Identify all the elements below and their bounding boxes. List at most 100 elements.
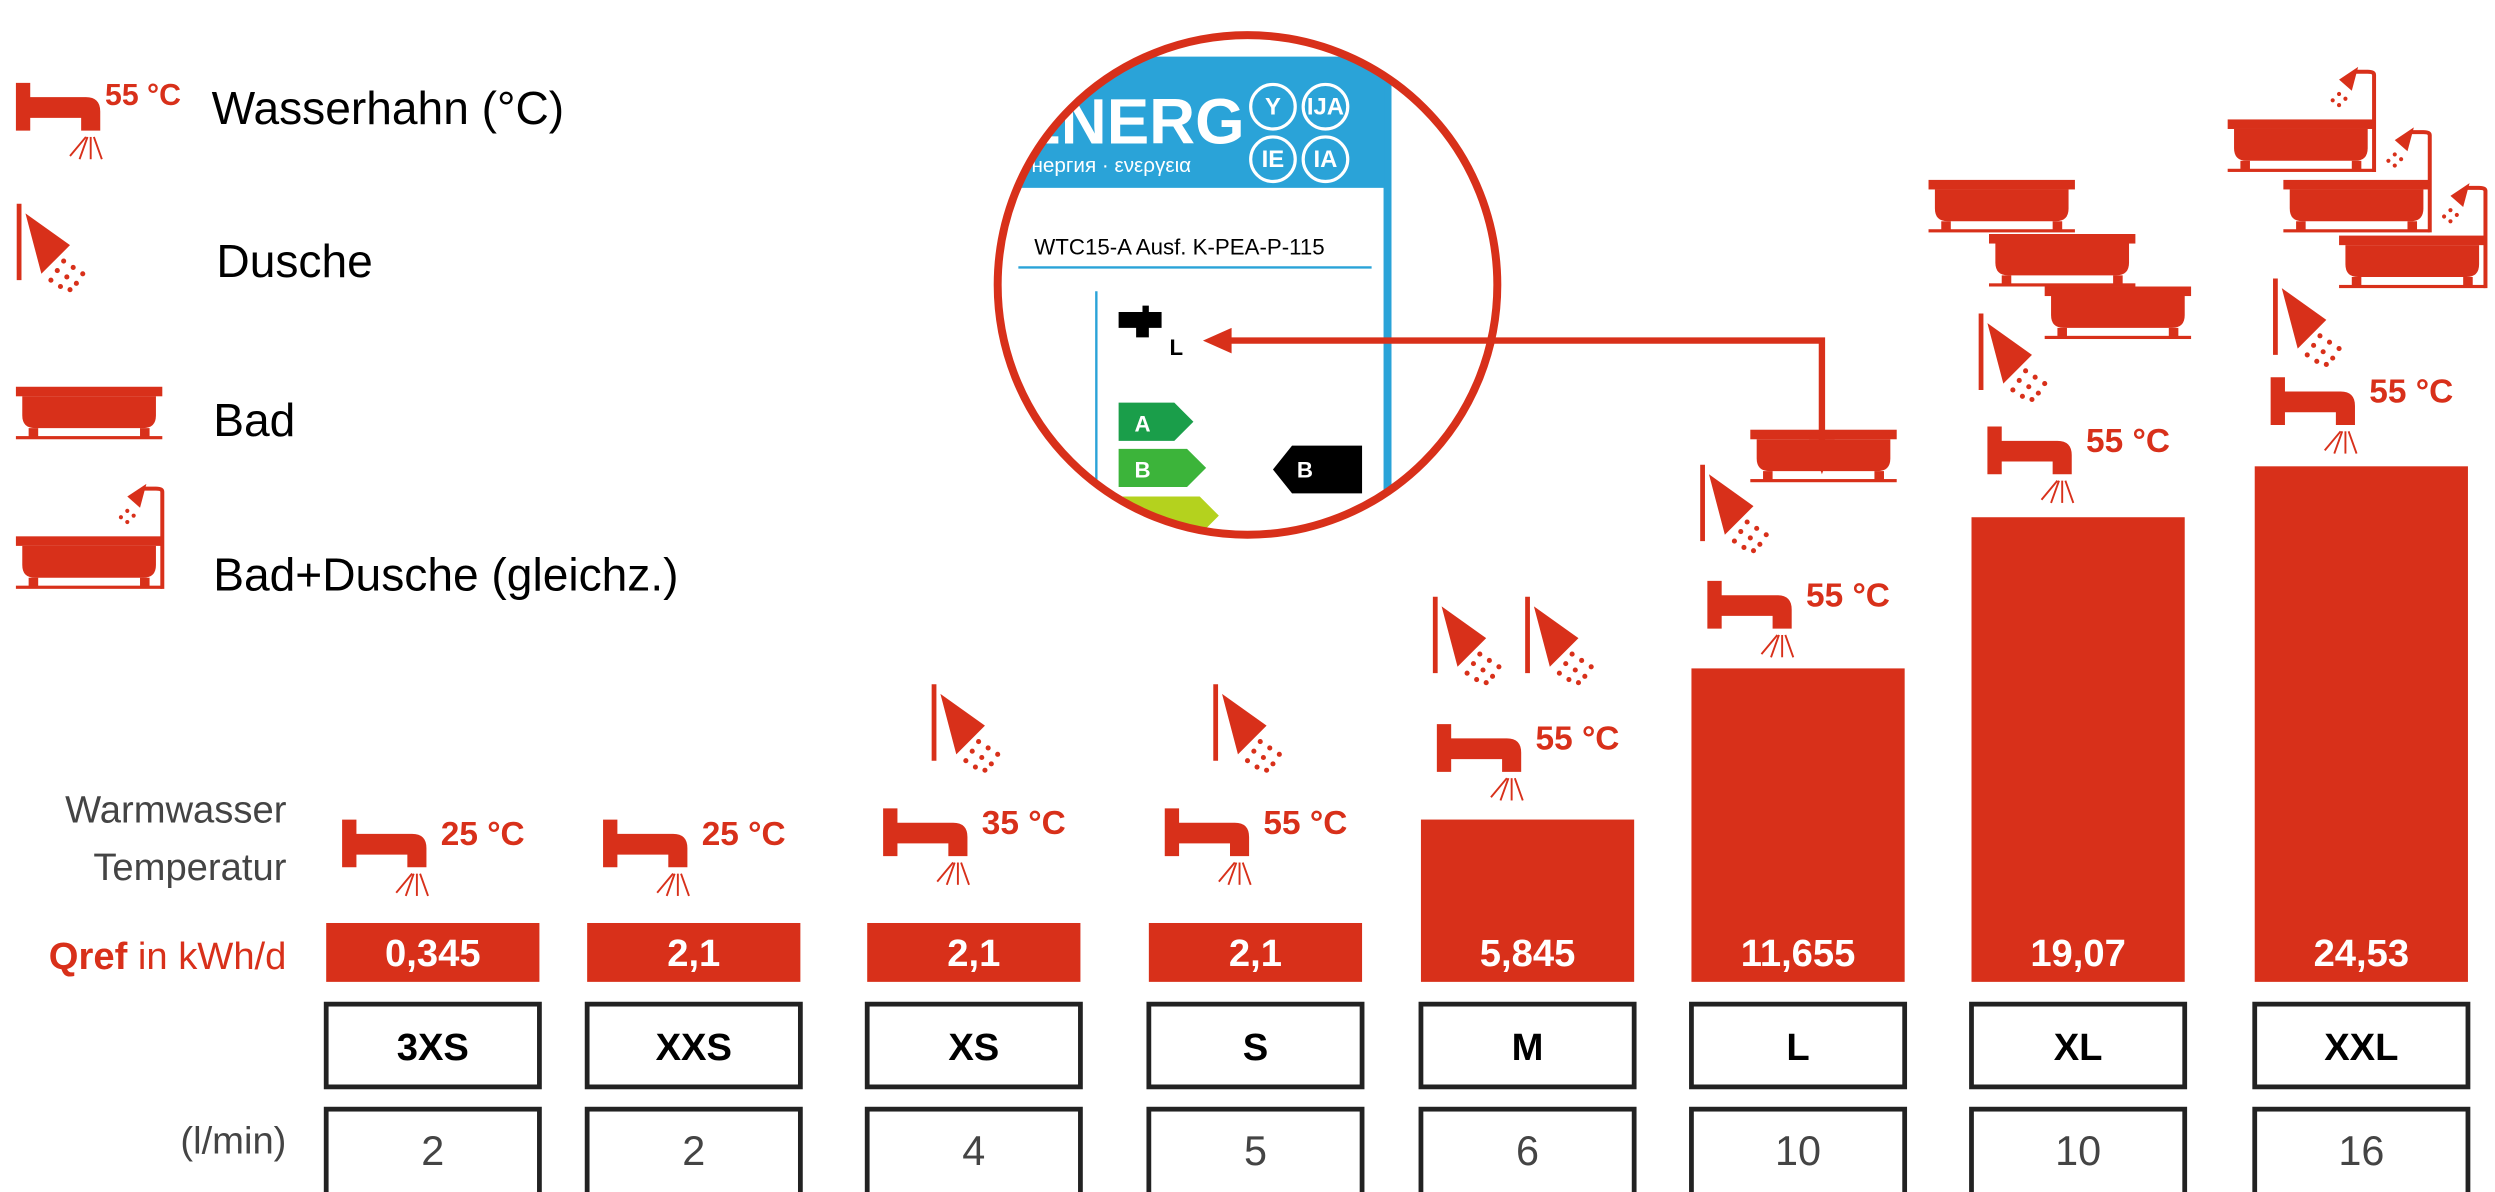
columns: 0,345 3XS 2 25 °C 2,1 XXS 2 25 °C 2,1 XS 4 35 °C 2,1… [323, 67, 2485, 1192]
qref-bar [326, 922, 540, 982]
rating: B [1297, 457, 1313, 482]
badge: Y [1265, 94, 1281, 121]
shower-icon [1528, 597, 1594, 685]
size-box [323, 1001, 542, 1090]
label-header: ENERG [1018, 86, 1244, 157]
tap-size: L [1170, 335, 1184, 360]
tap-icon [602, 818, 690, 897]
tap-icon [882, 807, 970, 886]
flow-value: 10 [2055, 1128, 2101, 1174]
row-label: Temperatur [93, 846, 286, 889]
qref-bar [1148, 922, 1363, 982]
flow-value: 6 [1516, 1128, 1539, 1174]
qref-unit: in kWh/d [127, 935, 286, 978]
size-label: XL [2054, 1026, 2103, 1069]
qref-bar [2254, 466, 2468, 982]
temperature: 55 °C [2086, 423, 2170, 460]
tap-icon [14, 81, 103, 161]
flow-box [1146, 1106, 1365, 1192]
badge: IA [1314, 146, 1338, 173]
tap-icon [1163, 807, 1252, 886]
legend-label: Wasserhahn (°C) [212, 82, 565, 134]
qref-value: 19,07 [2030, 932, 2126, 975]
tap-icon [341, 818, 429, 897]
size-label: 3XS [397, 1026, 469, 1069]
shower-icon [1435, 597, 1501, 685]
temperature: 55 °C [2369, 374, 2453, 411]
flow-box [584, 1106, 803, 1192]
qref-bar [1420, 819, 1635, 982]
qref-value: 0,345 [385, 932, 481, 975]
badge: IJA [1307, 94, 1344, 121]
flow-value: 10 [1775, 1128, 1821, 1174]
flow-box [1689, 1106, 1908, 1192]
size-box [864, 1001, 1083, 1090]
qref-label: Qref [49, 935, 128, 978]
flow-box [1969, 1106, 2188, 1192]
qref-bar [1971, 517, 2185, 982]
badge: IE [1262, 146, 1285, 173]
row-label: Warmwasser [65, 789, 287, 832]
size-box [1418, 1001, 1637, 1090]
shower-icon [2275, 279, 2341, 367]
tap-icon [1435, 723, 1524, 802]
legend-label: Bad+Dusche (gleichz.) [213, 548, 678, 600]
qref-value: 5,845 [1480, 932, 1576, 975]
class: B [1135, 457, 1151, 482]
bath-shower-icon [16, 484, 162, 589]
temperature: 25 °C [702, 816, 786, 853]
row-label: Qref in kWh/d [49, 935, 287, 978]
size-box [2252, 1001, 2471, 1090]
flow-box [864, 1106, 1083, 1192]
shower-icon [1216, 684, 1282, 772]
tap-icon [1986, 425, 2075, 504]
legend-temp: 55 °C [105, 79, 181, 112]
row-label: (l/min) [180, 1120, 286, 1163]
size-box [1146, 1001, 1365, 1090]
qref-value: 11,655 [1741, 932, 1856, 975]
energy-label-inset: ENERG енергия · ενεργεια Y IJA IE IA WTC… [993, 31, 1835, 539]
size-label: M [1512, 1026, 1544, 1069]
qref-value: 2,1 [947, 932, 1000, 975]
tap-icon [2269, 376, 2358, 455]
flow-value: 16 [2338, 1128, 2384, 1174]
shower-icon [1981, 314, 2047, 402]
size-label: S [1243, 1026, 1268, 1069]
flow-value: 5 [1244, 1128, 1267, 1174]
size-box [1689, 1001, 1908, 1090]
flow-box [2252, 1106, 2471, 1192]
bath-icon [15, 386, 163, 440]
qref-value: 2,1 [667, 932, 720, 975]
qref-bar [587, 922, 801, 982]
class: A [1135, 411, 1151, 436]
shower-icon [934, 684, 1000, 772]
shower-icon [19, 204, 85, 292]
flow-value: 2 [682, 1128, 705, 1174]
temperature: 55 °C [1536, 721, 1620, 758]
qref-bar [1691, 668, 1905, 982]
shower-icon [1703, 465, 1769, 553]
legend-label: Dusche [216, 235, 372, 287]
temperature: 55 °C [1263, 805, 1347, 842]
legend: 55 °C Wasserhahn (°C) Dusche Bad Bad+Dus… [16, 79, 679, 600]
flow-value: 4 [962, 1128, 985, 1174]
row-labels: Warmwasser Temperatur Qref in kWh/d (l/m… [49, 789, 287, 1163]
size-label: XXL [2324, 1026, 2398, 1069]
size-label: XXS [656, 1026, 732, 1069]
legend-label: Bad [213, 394, 295, 446]
size-box [1969, 1001, 2188, 1090]
bath-icon [1928, 179, 2075, 233]
temperature: 35 °C [982, 805, 1066, 842]
temperature: 25 °C [441, 816, 525, 853]
size-box [584, 1001, 803, 1090]
qref-value: 2,1 [1229, 932, 1282, 975]
label-subheader: енергия · ενεργεια [1020, 154, 1191, 177]
bath-icon [1988, 234, 2136, 287]
qref-value: 24,53 [2314, 932, 2410, 975]
model: WTC15-A Ausf. K-PEA-P-115 [1034, 235, 1324, 260]
bathshower-icon [2228, 67, 2374, 172]
flow-value: 2 [421, 1128, 444, 1174]
bath-icon [2044, 286, 2192, 340]
